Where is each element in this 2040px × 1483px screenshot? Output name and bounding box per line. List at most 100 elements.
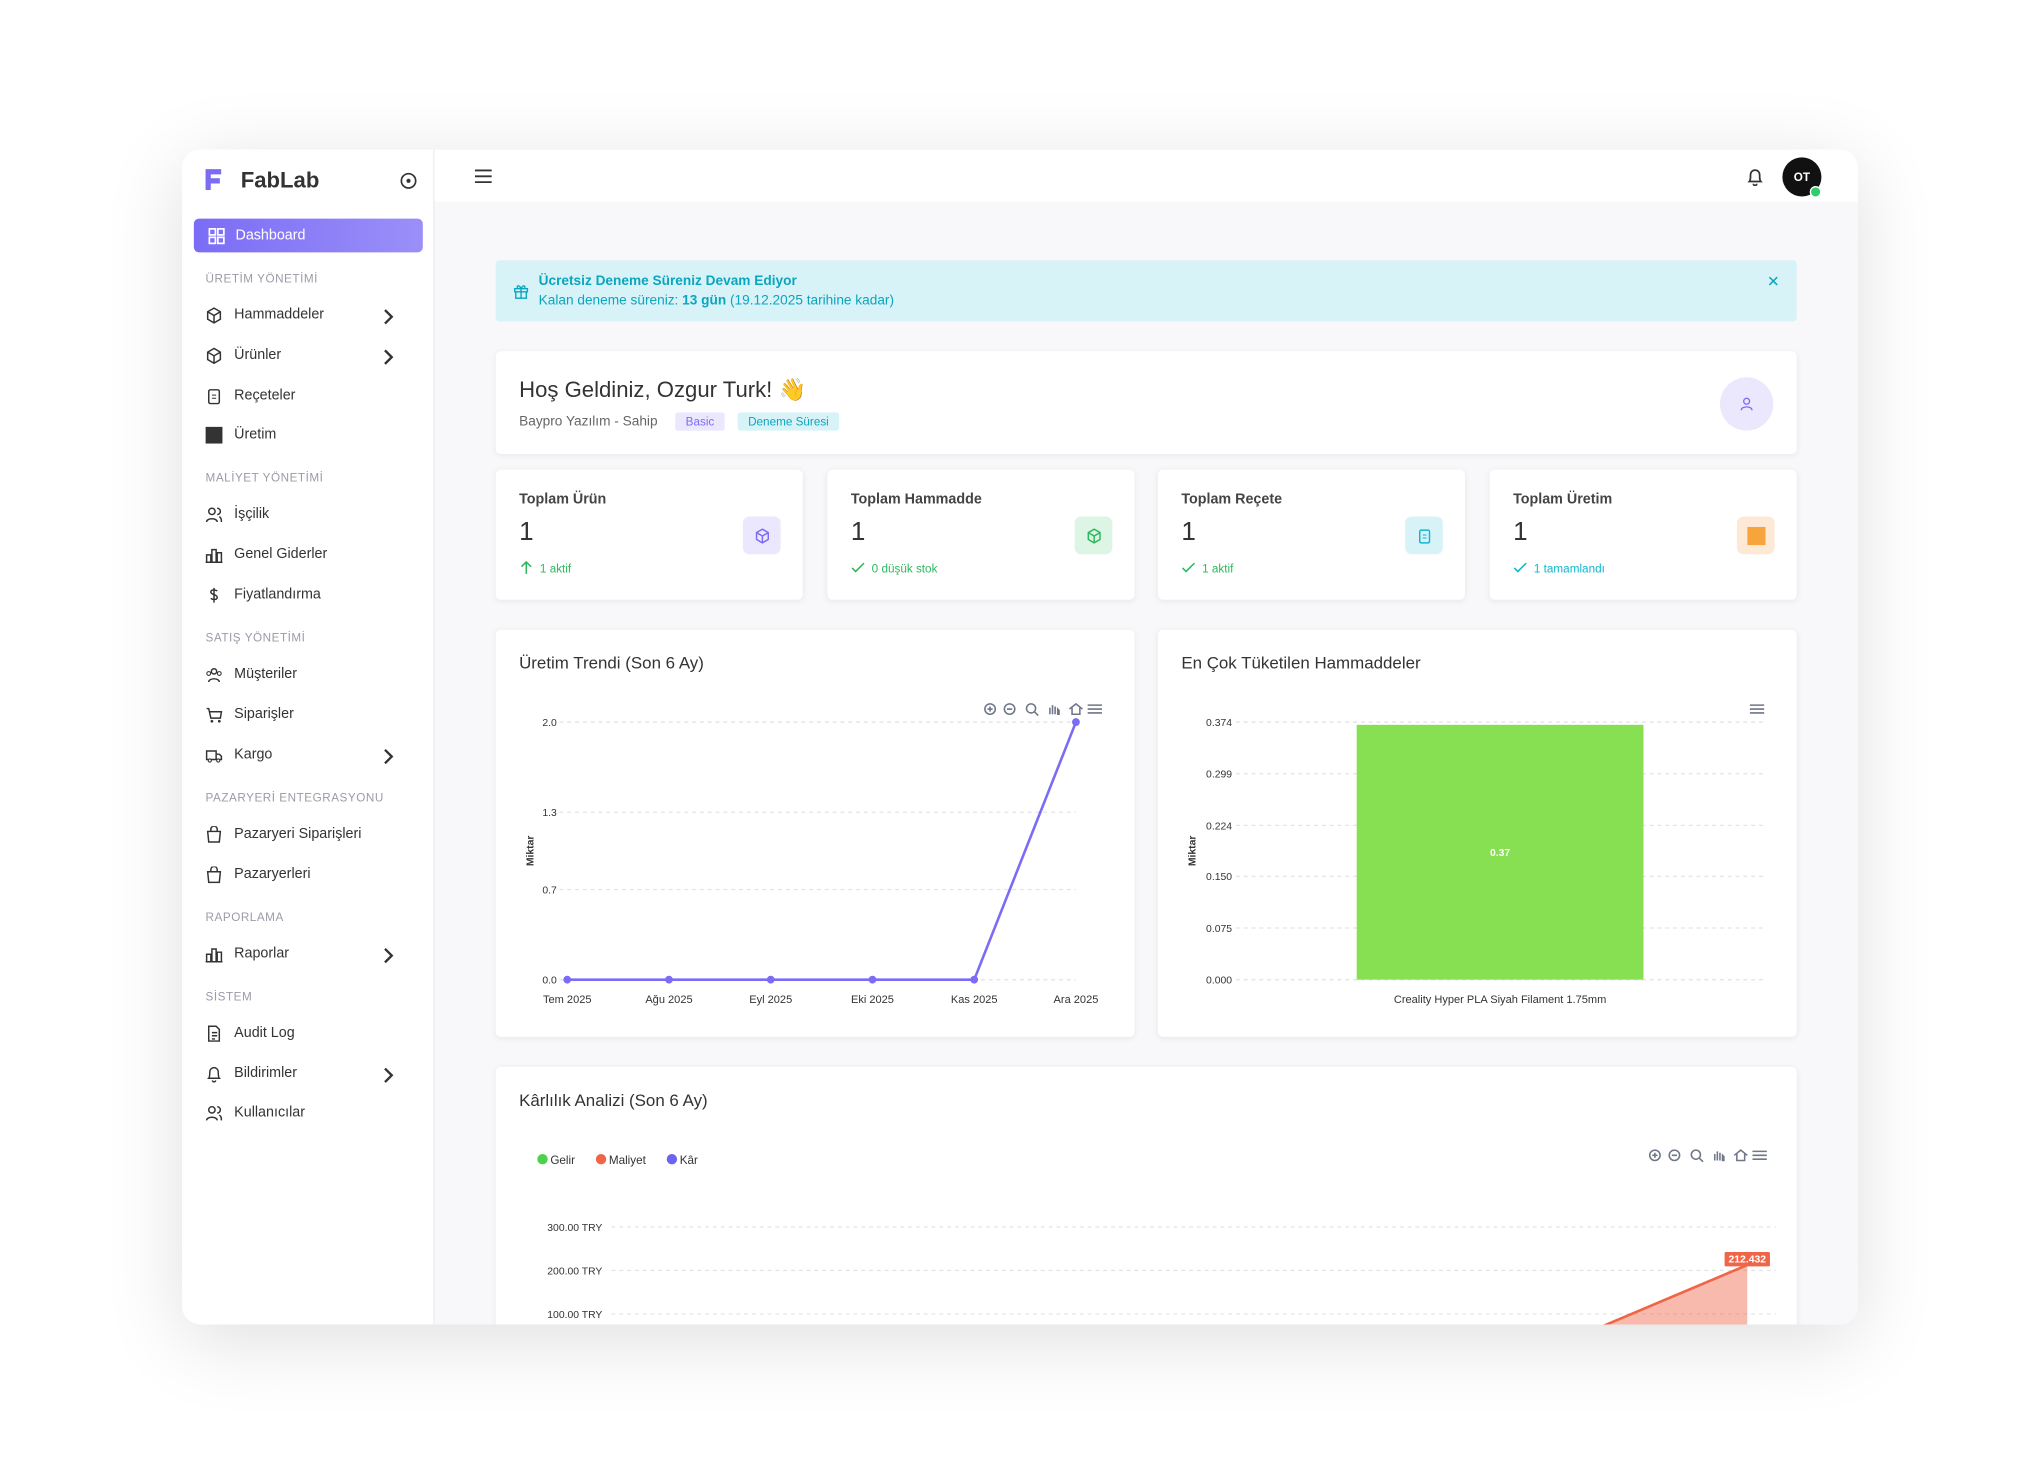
y-tick-label: 2.0 (542, 718, 557, 729)
stat-card: Toplam Reçete 1 1 aktif (1157, 469, 1465, 600)
area-fill (1606, 1265, 1748, 1325)
nav-item[interactable]: Ürünler (206, 342, 409, 368)
nav-item[interactable]: Hammaddeler (206, 302, 409, 328)
toolbar-icon[interactable] (1713, 1151, 1725, 1162)
legend-swatch[interactable] (595, 1154, 607, 1165)
close-button[interactable] (1768, 276, 1778, 286)
toggle-icon[interactable] (399, 172, 417, 190)
nav-item[interactable]: Bildirimler (206, 1060, 409, 1086)
y-tick-label: 0.150 (1206, 872, 1232, 883)
legend-label[interactable]: Kâr (680, 1154, 698, 1167)
welcome-card: Hoş Geldiniz, Ozgur Turk! 👋 Baypro Yazıl… (495, 351, 1797, 455)
nav-item[interactable]: İşçilik (205, 501, 409, 527)
toolbar-icon[interactable] (1025, 703, 1039, 717)
toolbar-icon[interactable] (1733, 1149, 1748, 1162)
nav-label: Kargo (234, 746, 273, 763)
legend-swatch[interactable] (666, 1154, 678, 1165)
nav-label: Pazaryerleri (234, 866, 311, 883)
toolbar-icon[interactable] (1668, 1149, 1681, 1162)
nav-label: Reçeteler (234, 387, 296, 404)
x-tick-label: Creality Hyper PLA Siyah Filament 1.75mm (1394, 994, 1606, 1006)
nav-item[interactable]: Audit Log (206, 1020, 409, 1046)
chart-card: En Çok Tüketilen Hammaddeler Miktar 0.000 0… (1157, 629, 1797, 1037)
nav-item[interactable]: Siparişler (206, 701, 409, 727)
sidebar: FabLab Dashboard ÜRETİM YÖNETİMİ Hammadd… (182, 149, 435, 1325)
data-point (563, 975, 572, 984)
nav-item[interactable]: Üretim (205, 422, 409, 448)
topbar: OT (434, 149, 1858, 202)
section-title: RAPORLAMA (205, 910, 284, 924)
nav-item[interactable]: Reçeteler (206, 382, 409, 408)
legend-swatch[interactable] (537, 1154, 548, 1165)
bar-chart: En Çok Tüketilen Hammaddeler Miktar 0.000 0… (1181, 654, 1765, 1006)
nav-label: Hammaddeler (234, 307, 325, 323)
menu-button[interactable] (474, 169, 492, 184)
toolbar-icon[interactable] (1749, 704, 1765, 714)
x-tick-label: Ara 2025 (1054, 994, 1099, 1006)
toolbar-icon[interactable] (1068, 702, 1083, 716)
toolbar-icon[interactable] (984, 703, 996, 716)
nav-item[interactable]: Müşteriler (206, 661, 409, 687)
nav-item[interactable]: Raporlar (205, 941, 409, 967)
y-tick-label: 0.299 (1206, 770, 1232, 781)
data-label: 212.432 (1728, 1254, 1766, 1265)
chart-toolbar (1648, 1149, 1767, 1163)
main: OT Ücretsiz Deneme Süreniz Devam Ediyor … (434, 149, 1858, 1325)
data-label-bg (1724, 1252, 1770, 1267)
nav-label: Raporlar (234, 945, 290, 962)
toolbar-icon[interactable] (1003, 703, 1016, 716)
nav-dashboard[interactable]: Dashboard (193, 218, 423, 253)
toolbar-icon[interactable] (1752, 1150, 1767, 1160)
nav-item[interactable]: Fiyatlandırma (206, 582, 409, 608)
nav-label: Müşteriler (234, 666, 298, 682)
stat-note: 1 tamamlandı (1513, 561, 1605, 575)
y-tick-label: 0.0 (542, 976, 557, 987)
y-tick-label: 0.075 (1206, 924, 1232, 935)
nav-label: Üretim (234, 426, 277, 443)
trial-alert: Ücretsiz Deneme Süreniz Devam Ediyor Kal… (495, 260, 1797, 322)
data-line (567, 721, 1078, 981)
toolbar-icon[interactable] (1049, 705, 1060, 716)
y-axis-label: Miktar (525, 836, 536, 867)
toolbar-icon[interactable] (1087, 704, 1102, 714)
nav-label: İşçilik (234, 506, 270, 522)
legend-label[interactable]: Maliyet (609, 1154, 647, 1167)
stat-card: Toplam Ürün 1 1 aktif (495, 469, 803, 600)
stat-title: Toplam Hammadde (850, 491, 982, 508)
y-axis-label: Miktar (1188, 836, 1199, 867)
chart-title: Kârlılık Analizi (Son 6 Ay) (519, 1091, 708, 1110)
nav-item[interactable]: Pazaryerleri (206, 861, 409, 887)
stat-value: 1 (519, 517, 534, 547)
nav-item[interactable]: Kullanıcılar (205, 1099, 409, 1125)
chart-toolbar (1749, 704, 1765, 714)
alert-until: (19.12.2025 tarihine kadar) (729, 292, 895, 309)
stat-note-text: 1 aktif (1202, 561, 1234, 575)
nav-item[interactable]: Pazaryeri Siparişleri (206, 821, 409, 847)
section-title: ÜRETİM YÖNETİMİ (205, 271, 318, 285)
nav-item[interactable]: Genel Giderler (205, 541, 409, 567)
notification-button[interactable] (1746, 168, 1764, 187)
alert-days: 13 gün (682, 292, 727, 309)
stat-note: 1 aktif (1181, 561, 1233, 575)
chart-title: Üretim Trendi (Son 6 Ay) (519, 654, 704, 673)
toolbar-icon[interactable] (1690, 1149, 1704, 1163)
x-tick-label: Eyl 2025 (749, 994, 792, 1006)
profile-icon (1719, 377, 1774, 431)
data-label: 0.37 (1490, 848, 1510, 859)
legend-label[interactable]: Gelir (550, 1154, 575, 1167)
nav-item[interactable]: Kargo (205, 742, 409, 768)
stat-note-text: 0 düşük stok (871, 561, 938, 575)
x-tick-label: Kas 2025 (951, 994, 998, 1006)
y-tick-label: 0.000 (1206, 976, 1232, 987)
section-title: MALİYET YÖNETİMİ (205, 470, 324, 484)
nav-label: Kullanıcılar (234, 1104, 305, 1121)
stat-note: 1 aktif (519, 560, 571, 575)
stat-card: Toplam Hammadde 1 0 düşük stok (827, 469, 1135, 600)
stat-icon (1736, 516, 1775, 555)
data-point (766, 975, 775, 984)
badge: Deneme Süresi (737, 412, 840, 431)
stat-title: Toplam Ürün (519, 491, 607, 508)
toolbar-icon[interactable] (1648, 1149, 1661, 1162)
